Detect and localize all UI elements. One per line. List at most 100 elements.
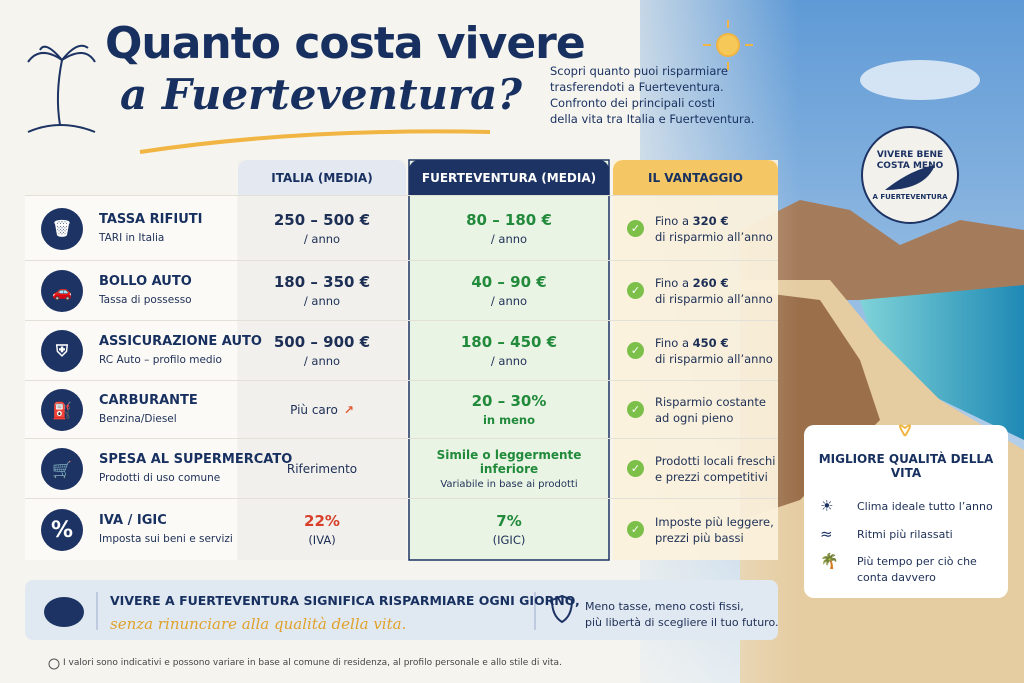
row-icon: ⛨ (41, 330, 83, 372)
check-icon: ✓ (627, 282, 644, 299)
check-icon: ✓ (627, 521, 644, 538)
fuerte-cell: 40 – 90 € / anno (409, 261, 609, 320)
row-name: BOLLO AUTO (99, 274, 192, 289)
advantage-text: Imposte più leggere, (655, 515, 774, 529)
advantage-line: di risparmio all’anno (655, 352, 773, 366)
table-row: 🗑 TASSA RIFIUTI TARI in Italia 250 – 500 € /… (25, 195, 778, 260)
italia-value: 180 – 350 € (273, 273, 371, 291)
stamp-text: COSTA MENO (876, 161, 944, 171)
row-icon: ⛽ (41, 389, 83, 431)
italia-cell: 180 – 350 € / anno (238, 261, 406, 320)
intro: Scopri quanto puoi risparmiare trasferend… (550, 63, 754, 127)
intro-line: della vita tra Italia e Fuerteventura. (550, 112, 755, 126)
row-sub: Benzina/Diesel (99, 413, 177, 425)
advantage-text: Risparmio costante (655, 395, 766, 409)
row-name: ASSICURAZIONE AUTO (99, 334, 262, 349)
advantage-line: Imposte più leggere, (655, 514, 774, 530)
row-icon: 🗑 (41, 207, 83, 250)
row-sub: TARI in Italia (99, 231, 165, 244)
banner-tagline: senza rinunciare alla qualità della vita… (110, 615, 407, 633)
banner-side-line: più libertà di scegliere il tuo futuro. (585, 616, 779, 629)
column-header: IL VANTAGGIO (613, 160, 778, 195)
italia-value: / anno (303, 231, 341, 246)
fuerte-value: in meno (482, 413, 535, 427)
row-sub: RC Auto – profilo medio (99, 354, 222, 366)
advantage-amount: 320 € (692, 213, 729, 228)
fuerte-value: 7% (496, 512, 522, 530)
quality-icon: ☀ (820, 497, 834, 515)
fuerte-value: 180 – 450 € (460, 333, 558, 351)
row-sub: Tassa di possesso (99, 294, 192, 306)
fuerte-cell: 7% (IGIC) (409, 499, 609, 560)
row-name: CARBURANTE (99, 393, 198, 408)
advantage: Fino a 450 € di risparmio all’anno (655, 335, 773, 367)
table-row: ⛨ ASSICURAZIONE AUTO RC Auto – profilo med… (25, 320, 778, 380)
italia-value: 250 – 500 € (273, 210, 371, 229)
advantage: Imposte più leggere, prezzi più bassi (655, 514, 774, 546)
row-name: IVA / IGIC (99, 513, 167, 528)
row-sub: Prodotti di uso comune (99, 472, 221, 484)
advantage: Fino a 260 € di risparmio all’anno (655, 275, 773, 307)
advantage-line: e prezzi competitivi (655, 470, 768, 484)
arrow-icon: ↗ (343, 402, 354, 417)
fuerte-cell: 180 – 450 € / anno (409, 321, 609, 380)
table-row: 🚗 BOLLO AUTO Tassa di possesso 180 – 350 € /… (25, 260, 778, 320)
row-name: SPESA AL SUPERMERCATO (99, 452, 293, 467)
footnote: I valori sono indicativi e possono varia… (63, 658, 562, 668)
italia-value: (IVA) (308, 533, 336, 547)
fuerte-value: 80 – 180 € (466, 210, 552, 229)
check-icon: ✓ (627, 460, 644, 477)
advantage: Risparmio costante ad ogni pieno (655, 394, 766, 426)
advantage-line: prezzi più bassi (655, 531, 744, 545)
table-row: % IVA / IGIC Imposta sui beni e servizi 22%… (25, 498, 778, 560)
fuerte-value: Variabile in base ai prodotti (440, 478, 578, 490)
fuerte-cell: 80 – 180 € / anno (409, 196, 609, 260)
table-row: 🛒 SPESA AL SUPERMERCATO Prodotti di uso co… (25, 438, 778, 498)
row-icon: 🚗 (41, 270, 83, 312)
fuerte-value: / anno (490, 294, 528, 308)
quality-icon: ≈ (820, 525, 833, 543)
advantage-text: Fino a (655, 276, 690, 290)
advantage-line: di risparmio all’anno (655, 292, 773, 306)
fuerte-value: Simile o leggermente inferiore (436, 447, 582, 476)
italia-value: 22% (304, 512, 340, 530)
column-header: FUERTEVENTURA (MEDIA) (409, 160, 609, 195)
advantage: Prodotti locali freschi e prezzi competit… (655, 453, 776, 485)
advantage-line: Fino a 320 € (655, 213, 773, 229)
row-name: TASSA RIFIUTI (99, 211, 203, 227)
intro-line: Scopri quanto puoi risparmiare (550, 64, 728, 78)
banner-side-line: Meno tasse, meno costi fissi, (585, 600, 744, 613)
title: Quanto costa vivere (105, 18, 586, 69)
intro-line: Confronto dei principali costi (550, 96, 716, 110)
fuerte-cell: Simile o leggermente inferiore Variabile … (409, 439, 609, 498)
advantage: Fino a 320 € di risparmio all’anno (655, 213, 773, 245)
fuerte-value: 20 – 30% (471, 392, 547, 410)
advantage-text: Fino a (655, 213, 690, 228)
row-icon: 🛒 (41, 448, 83, 490)
italia-value: Riferimento (286, 461, 358, 476)
quality-item: Più tempo per ciò che conta davvero (857, 555, 977, 584)
advantage-line: di risparmio all’anno (655, 229, 773, 244)
check-icon: ✓ (627, 401, 644, 418)
fuerte-value: / anno (490, 354, 528, 368)
advantage-line: Risparmio costante (655, 394, 766, 410)
advantage-text: Prodotti locali freschi (655, 454, 776, 468)
fuerte-cell: 20 – 30% in meno (409, 381, 609, 438)
table-row: ⛽ CARBURANTE Benzina/Diesel Più caro ↗ 20 – 3… (25, 380, 778, 438)
fuerte-value: 40 – 90 € (471, 273, 547, 291)
quality-item: Clima ideale tutto l’anno (857, 500, 993, 513)
fuerte-value: (IGIC) (492, 533, 526, 547)
row-icon: % (41, 509, 83, 551)
italia-cell: 500 – 900 € / anno (238, 321, 406, 380)
italia-cell: 22% (IVA) (238, 499, 406, 560)
quality-icon: 🌴 (820, 552, 839, 570)
italia-value: / anno (303, 294, 341, 308)
quality-title: MIGLIORE QUALITÀ DELLA VITA (818, 452, 994, 480)
stamp: VIVERE BENE COSTA MENO A FUERTEVENTURA (862, 150, 958, 203)
check-icon: ✓ (627, 342, 644, 359)
banner-headline: VIVERE A FUERTEVENTURA SIGNIFICA RISPARM… (110, 593, 580, 608)
italia-value: / anno (303, 354, 341, 368)
stamp-text: VIVERE BENE (876, 150, 944, 160)
